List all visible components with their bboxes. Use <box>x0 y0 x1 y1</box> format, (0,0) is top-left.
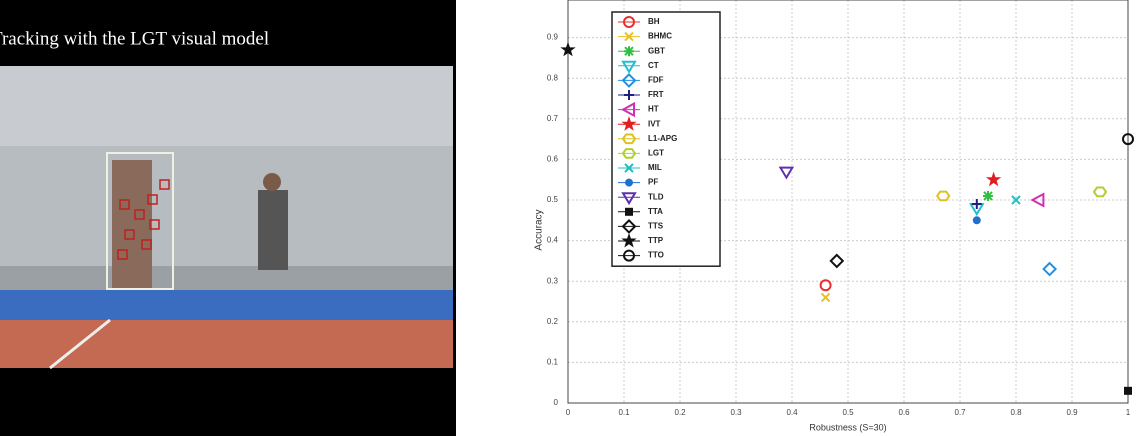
data-point <box>1122 133 1134 146</box>
legend-label: BHMC <box>648 32 672 41</box>
legend-marker <box>623 249 635 262</box>
person-head <box>263 173 281 191</box>
data-point <box>778 166 795 180</box>
x-tick-label: 0.9 <box>1066 408 1078 417</box>
legend-label: MIL <box>648 163 662 172</box>
data-point <box>1030 192 1045 208</box>
wall <box>0 146 453 266</box>
y-tick-label: 0.3 <box>547 276 559 285</box>
blue-band <box>0 290 453 320</box>
data-point <box>971 199 982 210</box>
legend-marker <box>625 207 633 216</box>
x-tick-label: 0.6 <box>898 408 910 417</box>
legend-marker <box>621 232 637 248</box>
data-point <box>985 171 1002 187</box>
legend-label: CT <box>648 61 659 70</box>
x-tick-label: 0.3 <box>730 408 742 417</box>
plot-frame <box>567 0 1129 404</box>
tracking-patches <box>117 179 170 260</box>
y-axis-label: Accuracy <box>534 209 545 250</box>
legend-label: L1-APG <box>648 134 677 143</box>
x-tick-label: 0.1 <box>618 408 630 417</box>
x-tick-label: 0.4 <box>786 408 798 417</box>
y-tick-label: 0.8 <box>547 73 559 82</box>
legend-marker <box>624 46 634 57</box>
y-tick-label: 0.4 <box>547 236 559 245</box>
y-tick-label: 0.5 <box>547 195 559 204</box>
lane-line <box>49 318 111 370</box>
y-tick-label: 0.9 <box>547 33 559 42</box>
data-point <box>829 253 845 269</box>
legend-label: TTP <box>648 236 664 245</box>
legend-label: FRT <box>648 90 664 99</box>
legend-marker <box>624 90 634 100</box>
legend-marker <box>621 133 637 145</box>
data-point <box>1124 386 1132 395</box>
data-point <box>560 41 576 57</box>
data-point <box>972 216 981 225</box>
y-tick-label: 0 <box>554 398 559 407</box>
legend-label: TLD <box>648 192 664 201</box>
athlete <box>112 160 152 290</box>
data-point <box>820 292 831 303</box>
legend-label: BH <box>648 17 660 26</box>
y-tick-label: 0.1 <box>547 358 559 367</box>
x-axis-label: Robustness (S=30) <box>809 422 886 432</box>
data-point <box>1042 261 1058 277</box>
legend-label: FDF <box>648 76 664 85</box>
person <box>258 190 288 270</box>
legend-label: GBT <box>648 46 665 55</box>
legend-marker <box>624 31 634 42</box>
y-tick-label: 0.7 <box>547 114 559 123</box>
legend-label: LGT <box>648 149 664 158</box>
legend-marker <box>623 16 635 28</box>
legend-marker <box>621 72 637 88</box>
legend-label: TTS <box>648 222 664 231</box>
data-point <box>983 190 993 201</box>
legend-marker <box>624 163 634 173</box>
x-tick-label: 0.8 <box>1010 408 1022 417</box>
x-tick-label: 0.2 <box>674 408 686 417</box>
legend-marker <box>620 101 635 118</box>
legend-marker <box>621 148 637 159</box>
legend-marker <box>621 192 637 206</box>
video-caption: Tracking with the LGT visual model <box>0 28 269 49</box>
x-tick-label: 0.7 <box>954 408 966 417</box>
x-tick-label: 0.5 <box>842 408 854 417</box>
x-tick-label: 0 <box>566 408 571 417</box>
legend-label: PF <box>648 178 658 187</box>
track <box>0 320 453 368</box>
legend-marker <box>621 60 637 74</box>
legend-label: TTO <box>648 251 664 260</box>
legend-marker <box>621 116 637 131</box>
chart: Accuracy Robustness (S=30) 0 0.1 0.2 0.3 0.4… <box>534 0 1134 432</box>
legend-label: TTA <box>648 207 663 216</box>
legend-marker <box>621 218 637 234</box>
video-frame: Tracking with the LGT visual model <box>0 0 456 436</box>
stands <box>0 66 453 146</box>
y-tick-label: 0.6 <box>547 155 559 164</box>
y-tick-label: 0.2 <box>547 317 559 326</box>
legend-label: HT <box>648 105 659 114</box>
legend-label: IVT <box>648 119 661 128</box>
data-point <box>1011 195 1021 205</box>
tracking-box <box>106 152 174 290</box>
data-point <box>1092 186 1108 198</box>
x-tick-label: 1 <box>1126 408 1131 417</box>
data-point <box>935 190 951 202</box>
legend-marker <box>625 178 633 187</box>
data-point <box>819 279 832 292</box>
